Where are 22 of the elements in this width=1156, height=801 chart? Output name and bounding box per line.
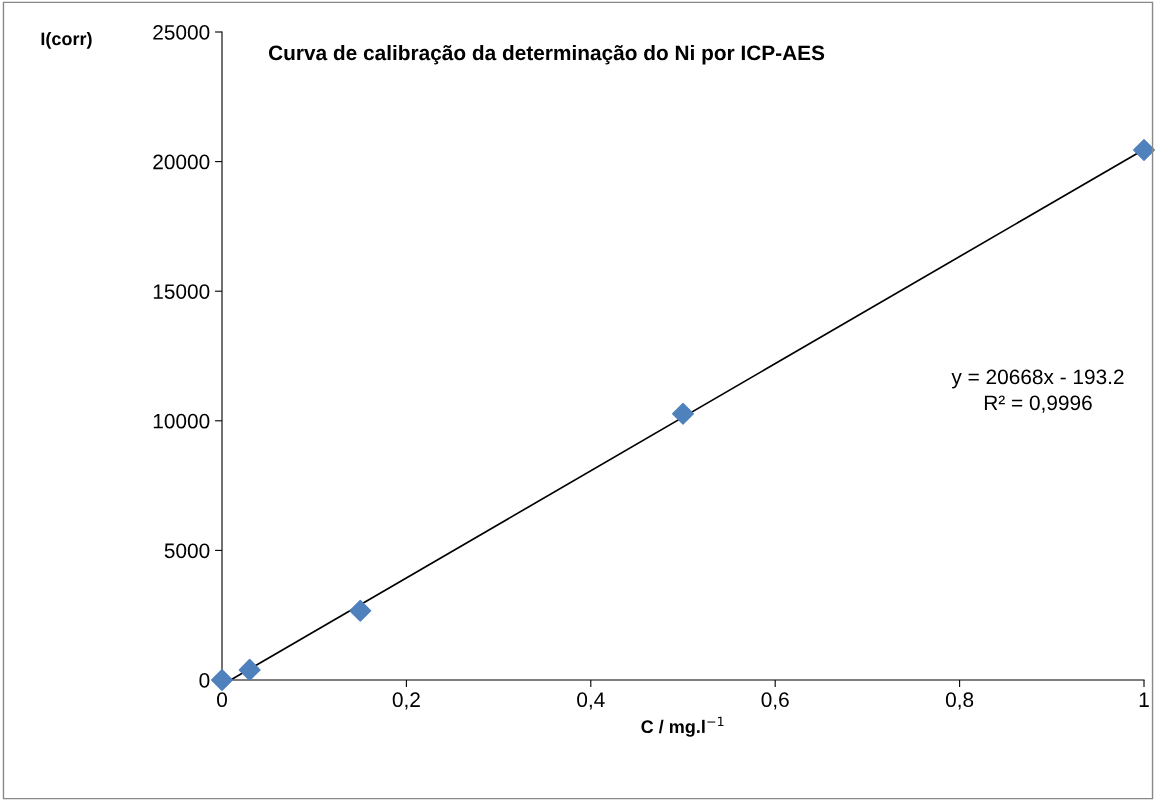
point: [1133, 138, 1155, 161]
point: [211, 669, 233, 691]
point: [349, 599, 372, 622]
y-axis-title: I(corr): [41, 32, 92, 49]
annotation: R² = 0,9996: [984, 395, 1092, 413]
x-tick-label: 0: [217, 692, 227, 708]
point: [238, 658, 261, 681]
x-tick-label: 0,4: [577, 692, 605, 710]
annotation: y = 20668x - 193.2: [951, 369, 1124, 389]
y-tick-label: 5000: [164, 543, 210, 559]
y-tick-label: 15000: [153, 284, 210, 299]
y-tick-label: 25000: [153, 25, 210, 40]
y-tick-label: 10000: [153, 413, 210, 429]
x-axis-title: C / mg.l$^{−1}$: [641, 716, 724, 737]
text: Curva de calibração da determinação do Ni por ICP-AES: [268, 44, 825, 65]
x-tick-label: 0,6: [761, 692, 789, 710]
point: [672, 402, 694, 425]
x-tick-label: 1: [1139, 692, 1149, 707]
y-tick-label: 0: [199, 673, 210, 688]
y-tick-label: 20000: [153, 154, 210, 170]
x-tick-label: 0,2: [392, 692, 420, 710]
x-tick-label: 0,8: [945, 692, 974, 710]
